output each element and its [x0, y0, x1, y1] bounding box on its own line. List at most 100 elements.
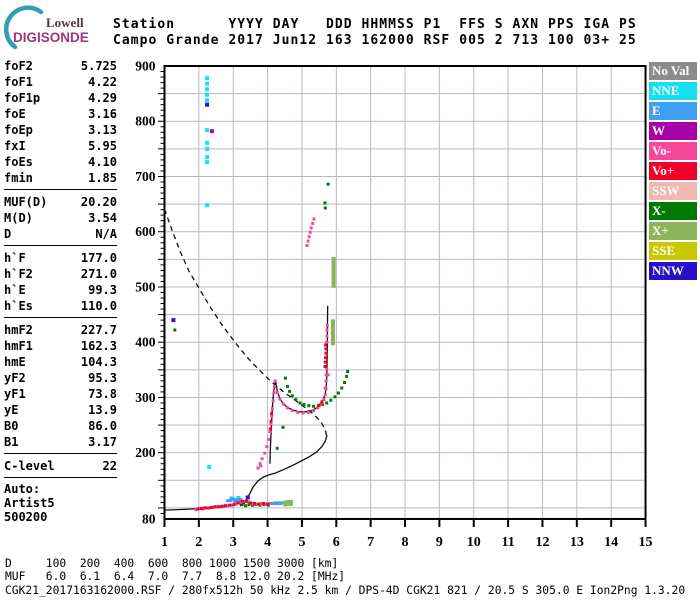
- param-label: Artist5: [4, 496, 55, 510]
- scaled-parameters-panel: foF2 5.725 foF1 4.22 foF1p 4.29 foE 3.16 foEp 3.1…: [4, 58, 117, 524]
- param-label: MUF(D): [4, 195, 48, 209]
- svg-text:2: 2: [195, 535, 202, 550]
- param-value: N/A: [95, 227, 117, 241]
- param-row-foE: foE 3.16: [4, 106, 117, 122]
- param-row-hmF2: hmF2 227.7: [4, 322, 117, 338]
- o-trace-fit: [269, 305, 329, 464]
- svg-text:13: 13: [570, 535, 584, 550]
- param-value: 1.85: [88, 171, 117, 185]
- svg-text:800: 800: [135, 114, 156, 129]
- param-label: fxI: [4, 139, 26, 153]
- param-row-foEs: foEs 4.10: [4, 154, 117, 170]
- lowell-digisonde-logo: Lowell DIGISONDE: [3, 4, 108, 54]
- param-value: 5.725: [80, 59, 117, 73]
- param-label: h`F2: [4, 267, 33, 281]
- param-label: Auto:: [4, 482, 41, 496]
- panel-divider: [4, 314, 117, 322]
- panel-divider: [4, 474, 117, 482]
- svg-text:11: 11: [501, 535, 514, 550]
- svg-text:5: 5: [298, 535, 305, 550]
- param-value: 4.29: [88, 91, 117, 105]
- param-row-yF1: yF1 73.8: [4, 386, 117, 402]
- param-value: 110.0: [80, 299, 117, 313]
- param-row-D: D N/A: [4, 226, 117, 242]
- param-label: foE: [4, 107, 26, 121]
- param-value: 3.17: [88, 435, 117, 449]
- svg-text:500: 500: [135, 279, 156, 294]
- svg-text:200: 200: [135, 445, 156, 460]
- param-row-yE: yE 13.9: [4, 402, 117, 418]
- topside-model-dashed: [163, 208, 328, 438]
- param-row-hmE: hmE 104.3: [4, 354, 117, 370]
- param-row-hmF1: hmF1 162.3: [4, 338, 117, 354]
- svg-text:10: 10: [467, 535, 481, 550]
- legend-item-W: W: [649, 122, 697, 140]
- echo-points-X: [173, 182, 350, 508]
- param-value: 99.3: [88, 283, 117, 297]
- param-label: yE: [4, 403, 19, 417]
- header-block: Station YYYY DAY DDD HHMMSS P1 FFS S AXN…: [113, 17, 637, 49]
- param-value: 4.22: [88, 75, 117, 89]
- legend-item-SSE: SSE: [649, 242, 697, 260]
- svg-text:80: 80: [142, 511, 156, 526]
- svg-text:14: 14: [604, 535, 618, 550]
- digisonde-arc-icon: Lowell DIGISONDE: [3, 5, 89, 50]
- distance-row: D 100 200 400 600 800 1000 1500 3000 [km…: [5, 557, 339, 570]
- svg-text:900: 900: [135, 59, 156, 74]
- param-label: foF1p: [4, 91, 41, 105]
- file-info-row: CGK21_2017163162000.RSF / 280fx512h 50 k…: [5, 584, 686, 597]
- param-row-B1: B1 3.17: [4, 434, 117, 450]
- echo-points-NNW: [171, 102, 250, 500]
- echo-points-NNE: [205, 76, 241, 503]
- param-row-hEs: h`Es 110.0: [4, 298, 117, 314]
- legend-item-Vo: Vo-: [649, 142, 697, 160]
- svg-text:300: 300: [135, 390, 156, 405]
- legend-item-NNE: NNE: [649, 82, 697, 100]
- svg-text:8: 8: [402, 535, 409, 550]
- gridlines: [164, 66, 646, 519]
- param-label: fmin: [4, 171, 33, 185]
- param-value: 20.20: [80, 195, 117, 209]
- svg-text:1: 1: [161, 535, 168, 550]
- param-value: 95.3: [88, 371, 117, 385]
- param-label: foF1: [4, 75, 33, 89]
- logo-digisonde-text: DIGISONDE: [13, 30, 89, 45]
- param-value: 73.8: [88, 387, 117, 401]
- param-value: 4.10: [88, 155, 117, 169]
- param-label: h`E: [4, 283, 26, 297]
- param-row-foF1: foF1 4.22: [4, 74, 117, 90]
- param-label: 500200: [4, 510, 48, 524]
- muf-row: MUF 6.0 6.1 6.4 7.0 7.7 8.8 12.0 20.2 [M…: [5, 570, 346, 583]
- param-label: M(D): [4, 211, 33, 225]
- logo-lowell-text: Lowell: [46, 15, 84, 30]
- svg-text:3: 3: [230, 535, 237, 550]
- param-label: foEs: [4, 155, 33, 169]
- param-label: h`F: [4, 251, 26, 265]
- echo-points-Vo: [196, 343, 328, 511]
- panel-divider: [4, 450, 117, 458]
- param-row-hF2: h`F2 271.0: [4, 266, 117, 282]
- echo-points-X: [283, 256, 336, 507]
- param-value: 3.16: [88, 107, 117, 121]
- param-label: yF2: [4, 371, 26, 385]
- param-label: h`Es: [4, 299, 33, 313]
- echo-points-E: [226, 497, 285, 505]
- echo-points-W: [209, 129, 214, 134]
- echo-color-legend: No Val NNE E W Vo- Vo+ SSW X- X+ SSE NNW: [649, 62, 697, 282]
- param-label: B1: [4, 435, 19, 449]
- param-label: C-level: [4, 459, 55, 473]
- legend-item-NoVal: No Val: [649, 62, 697, 80]
- param-value: 5.95: [88, 139, 117, 153]
- svg-text:6: 6: [333, 535, 340, 550]
- param-value: 3.54: [88, 211, 117, 225]
- header-values: Campo Grande 2017 Jun12 163 162000 RSF 0…: [113, 33, 637, 48]
- param-value: 227.7: [80, 323, 117, 337]
- legend-item-X: X-: [649, 202, 697, 220]
- legend-item-E: E: [649, 102, 697, 120]
- legend-item-NNW: NNW: [649, 262, 697, 280]
- legend-item-Vo: Vo+: [649, 162, 697, 180]
- param-value: 104.3: [80, 355, 117, 369]
- param-label: B0: [4, 419, 19, 433]
- svg-text:12: 12: [535, 535, 549, 550]
